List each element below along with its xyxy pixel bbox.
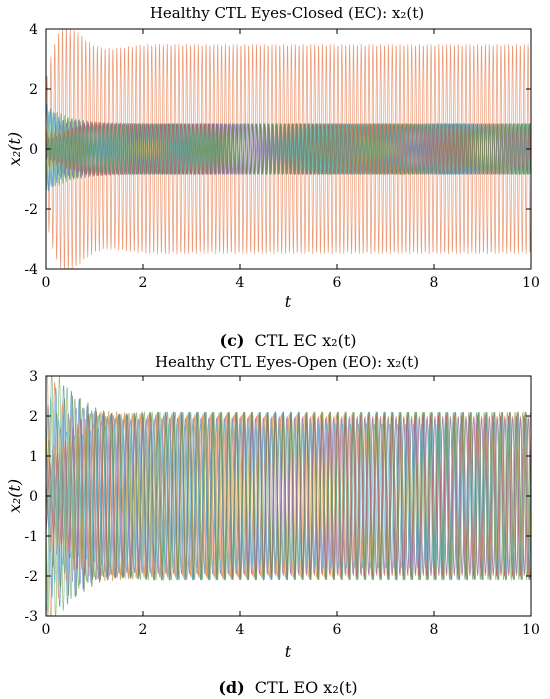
- y-tick-label-ec: -2: [24, 202, 38, 218]
- y-tick-label-eo: -1: [24, 529, 38, 545]
- chart-title-eo: Healthy CTL Eyes-Open (EO): x₂(t): [155, 353, 419, 371]
- y-tick-label-ec: 2: [29, 82, 38, 98]
- x-tick-label-eo: 2: [139, 622, 148, 638]
- panel-ec: Healthy CTL Eyes-Closed (EC): x₂(t) 0 2 4 6…: [5, 4, 540, 350]
- series-line-eo-3: [45, 407, 532, 586]
- series-line-eo-6: [45, 411, 532, 581]
- y-tick-label-eo: -2: [24, 569, 38, 585]
- y-tick-label-eo: 2: [29, 409, 38, 425]
- x-tick-label-ec: 0: [42, 275, 51, 291]
- x-tick-label-ec: 10: [522, 275, 540, 291]
- plot-area-ec: [45, 28, 532, 270]
- plot-area-eo: [45, 375, 532, 617]
- x-tick-label-eo: 10: [522, 622, 540, 638]
- series-line-eo-7: [45, 395, 532, 597]
- caption-eo: (d) CTL EO x₂(t): [218, 678, 357, 697]
- y-tick-label-eo: 1: [29, 449, 38, 465]
- x-tick-label-ec: 2: [139, 275, 148, 291]
- x-tick-label-eo: 8: [430, 622, 439, 638]
- caption-ec: (c) CTL EC x₂(t): [220, 331, 357, 350]
- x-tick-label-ec: 4: [236, 275, 245, 291]
- panel-eo: Healthy CTL Eyes-Open (EO): x₂(t) 0 2 4 6 8 1…: [5, 353, 540, 697]
- x-axis-label-eo: t: [285, 642, 292, 661]
- axes-ec: 0 2 4 6 8 10 4 2 0 -2 -4: [24, 22, 540, 291]
- x-tick-label-ec: 6: [333, 275, 342, 291]
- y-tick-label-ec: 0: [29, 142, 38, 158]
- series-line-ec-7: [45, 118, 532, 180]
- y-tick-label-ec: -4: [24, 262, 38, 278]
- x-axis-label-ec: t: [285, 292, 292, 311]
- chart-title-ec: Healthy CTL Eyes-Closed (EC): x₂(t): [150, 4, 424, 22]
- y-tick-label-ec: 4: [29, 22, 38, 38]
- x-tick-label-eo: 6: [333, 622, 342, 638]
- y-tick-label-eo: 3: [29, 369, 38, 385]
- y-tick-label-eo: 0: [29, 489, 38, 505]
- x-tick-label-ec: 8: [430, 275, 439, 291]
- x-tick-label-eo: 0: [42, 622, 51, 638]
- x-tick-label-eo: 4: [236, 622, 245, 638]
- y-axis-label-eo: x₂(t): [5, 479, 24, 513]
- y-tick-label-eo: -3: [24, 609, 38, 625]
- y-axis-label-ec: x₂(t): [5, 132, 24, 166]
